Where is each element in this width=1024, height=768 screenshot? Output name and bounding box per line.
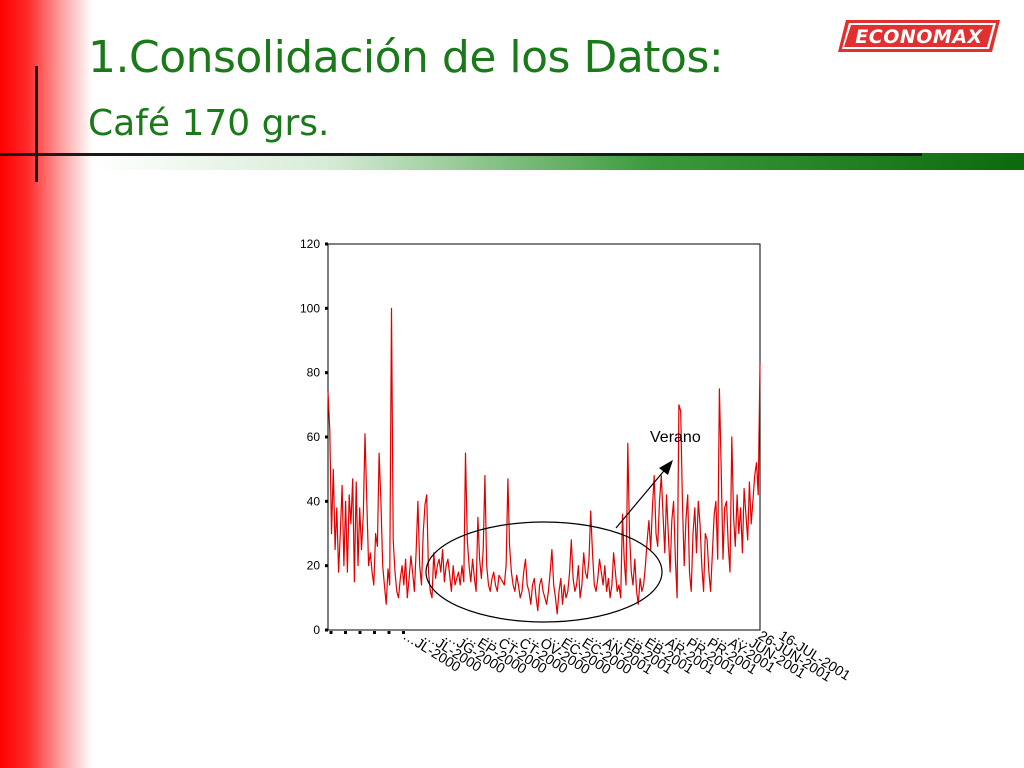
- y-tick-mark: [325, 371, 328, 375]
- crosshair-vertical: [35, 66, 38, 182]
- annotation-arrow-line: [615, 465, 669, 529]
- y-tick-mark: [325, 306, 328, 310]
- x-tick-mark: [373, 631, 376, 634]
- y-tick-label: 100: [300, 301, 320, 315]
- crosshair-horizontal: [0, 153, 92, 156]
- highlight-ellipse: [425, 521, 663, 623]
- y-tick-label: 120: [300, 237, 320, 251]
- x-tick-mark: [329, 631, 333, 634]
- x-tick-mark: [358, 631, 362, 634]
- y-tick-label: 80: [307, 366, 321, 380]
- header-rule: [92, 153, 1024, 170]
- y-tick-label: 20: [307, 559, 321, 573]
- x-tick-mark: [344, 631, 347, 634]
- y-tick-mark: [325, 435, 328, 439]
- logo-text: ECONOMAX: [855, 26, 983, 48]
- x-tick-mark: [402, 631, 405, 634]
- side-gradient-bar: [0, 0, 92, 768]
- y-tick-label: 60: [307, 430, 321, 444]
- series-line: [327, 307, 761, 615]
- slide-title: 1.Consolidación de los Datos:: [88, 32, 724, 83]
- x-tick-mark: [387, 631, 391, 634]
- slide-subtitle: Café 170 grs.: [88, 103, 330, 144]
- y-tick-label: 0: [313, 623, 320, 637]
- y-tick-mark: [325, 564, 328, 568]
- annotation-arrowhead: [659, 460, 673, 475]
- logo-plate-core: [844, 25, 993, 47]
- header-rule-line: [36, 153, 922, 156]
- y-tick-mark: [325, 499, 328, 503]
- price-line-chart: 020406080100120…JL-2000…JL-2000…JG-2000……: [300, 237, 854, 685]
- economax-logo: ECONOMAX: [838, 20, 1000, 52]
- y-tick-label: 40: [307, 494, 321, 508]
- y-tick-mark: [325, 242, 328, 246]
- y-tick-mark: [325, 628, 328, 632]
- annotation-label: Verano: [650, 429, 701, 446]
